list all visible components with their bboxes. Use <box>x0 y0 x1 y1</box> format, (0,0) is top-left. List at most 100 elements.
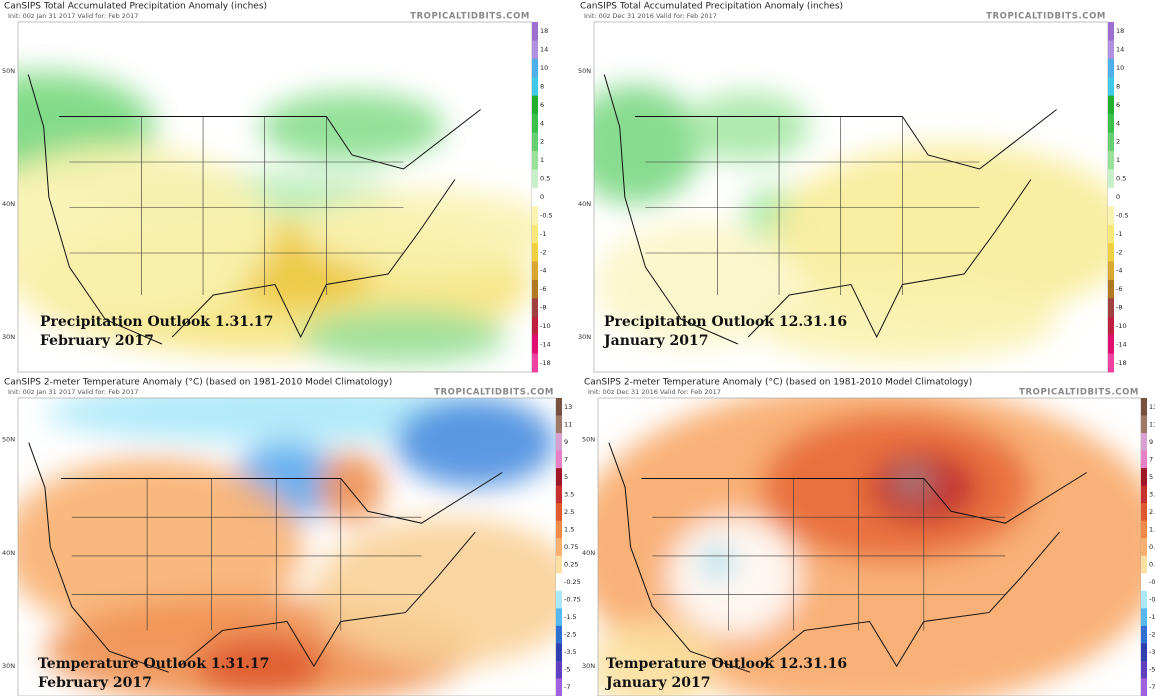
anomaly-field <box>18 398 556 696</box>
map-panel: CanSIPS Total Accumulated Precipitation … <box>578 2 1129 373</box>
colorbar-cell <box>1108 224 1114 244</box>
colorbar-cell <box>1108 261 1114 281</box>
anomaly-blob <box>300 309 507 365</box>
latitude-label: 30N <box>2 662 15 670</box>
caption: February 2017 <box>40 333 154 349</box>
anomaly-blob <box>313 517 556 667</box>
colorbar-label: 0.25 <box>564 561 578 569</box>
colorbar-cell <box>532 206 538 226</box>
anomaly-blob <box>668 517 799 637</box>
watermark: TROPICALTIDBITS.COM <box>434 388 554 398</box>
colorbar-label: -6 <box>1116 285 1122 293</box>
panel-subtitle: Init: 00z Jan 31 2017 Valid for: Feb 201… <box>8 388 138 396</box>
anomaly-blob <box>594 85 702 204</box>
colorbar-cell <box>1141 520 1147 539</box>
colorbar-label: -7 <box>564 683 570 691</box>
map-area <box>18 398 556 696</box>
panel-subtitle: Init: 00z Dec 31 2016 Valid for: Feb 201… <box>588 388 721 396</box>
panel-title: CanSIPS Total Accumulated Precipitation … <box>4 2 267 12</box>
border <box>635 109 1057 170</box>
colorbar-label: 1 <box>1116 156 1120 164</box>
watermark: TROPICALTIDBITS.COM <box>1019 388 1139 398</box>
latitude-label: 50N <box>2 436 15 444</box>
colorbar-cell <box>532 150 538 170</box>
colorbar-cell <box>532 298 538 318</box>
colorbar-label: -18 <box>1116 359 1127 367</box>
anomaly-blob <box>598 621 718 696</box>
colorbar-cell <box>532 316 538 336</box>
border <box>171 179 456 339</box>
colorbar-label: 7 <box>564 455 568 463</box>
colorbar-cell <box>532 335 538 355</box>
anomaly-blob <box>748 277 1057 362</box>
colorbar-label: 3.5 <box>564 490 574 498</box>
colorbar-cell <box>1108 169 1114 189</box>
colorbar-label: -2 <box>1116 248 1122 256</box>
colorbar-label: 8 <box>1116 82 1120 90</box>
border <box>179 531 476 668</box>
colorbar-label: -0.25 <box>564 578 581 586</box>
colorbar-label: 6 <box>540 101 544 109</box>
colorbar-label: 9 <box>1149 438 1153 446</box>
coastline <box>603 74 739 345</box>
colorbar-cell <box>1141 625 1147 644</box>
colorbar-label: 13 <box>564 403 572 411</box>
colorbar-label: -6 <box>540 285 546 293</box>
colorbar-label: 18 <box>540 27 548 35</box>
map-panel: CanSIPS 2-meter Temperature Anomaly (°C)… <box>582 378 1155 696</box>
colorbar-cell <box>1108 95 1114 115</box>
colorbar-cell <box>1108 243 1114 262</box>
colorbar-cell <box>1141 468 1147 487</box>
colorbar-cell <box>1141 643 1147 662</box>
colorbar-cell <box>1108 298 1114 318</box>
colorbar-label: -10 <box>1116 322 1127 330</box>
map-area <box>598 398 1141 696</box>
caption: Temperature Outlook 1.31.17 <box>38 656 269 672</box>
colorbar-cell <box>532 95 538 115</box>
colorbar-cell <box>1141 608 1147 627</box>
colorbar-cell <box>532 169 538 189</box>
caption: Temperature Outlook 12.31.16 <box>606 656 847 672</box>
anomaly-blob <box>300 190 532 274</box>
colorbar-cell <box>556 660 562 679</box>
colorbar-cell <box>532 132 538 152</box>
colorbar-label: -7 <box>1149 683 1155 691</box>
anomaly-blob <box>18 457 304 637</box>
colorbar-cell <box>1141 485 1147 504</box>
colorbar-label: 7 <box>1149 455 1153 463</box>
anomaly-blob <box>319 451 384 524</box>
colorbar-cell <box>532 279 538 299</box>
latitude-label: 50N <box>2 67 15 75</box>
colorbar-label: -0.5 <box>540 211 553 219</box>
colorbar-cell <box>556 625 562 644</box>
colorbar-cell <box>556 678 562 696</box>
colorbar-label: 3.5 <box>1149 490 1155 498</box>
colorbar-label: 8 <box>540 82 544 90</box>
anomaly-blob <box>686 92 810 162</box>
colorbar-label: 0 <box>540 193 544 201</box>
colorbar-label: 11 <box>1149 420 1155 428</box>
latitude-label: 30N <box>582 662 595 670</box>
anomaly-blob <box>195 636 325 696</box>
colorbar-cell <box>1108 58 1114 78</box>
coastline <box>27 74 163 345</box>
colorbar-label: 2.5 <box>564 508 574 516</box>
colorbar-label: -8 <box>540 304 546 312</box>
colorbar-cell <box>556 555 562 574</box>
colorbar-cell <box>556 485 562 504</box>
colorbar-cell <box>1108 150 1114 170</box>
colorbar-label: 14 <box>1116 46 1124 54</box>
colorbar-cell <box>1141 555 1147 574</box>
colorbar-cell <box>532 187 538 207</box>
colorbar-label: -1.5 <box>1149 613 1155 621</box>
border <box>59 109 481 170</box>
colorbar-label: 1.5 <box>564 525 574 533</box>
colorbar-label: 6 <box>1116 101 1120 109</box>
colorbar-label: 0 <box>1116 193 1120 201</box>
colorbar-cell <box>556 590 562 609</box>
latitude-label: 30N <box>2 333 15 341</box>
colorbar-cell <box>556 643 562 662</box>
panel-title: CanSIPS 2-meter Temperature Anomaly (°C)… <box>584 378 972 388</box>
map-area <box>18 22 532 372</box>
